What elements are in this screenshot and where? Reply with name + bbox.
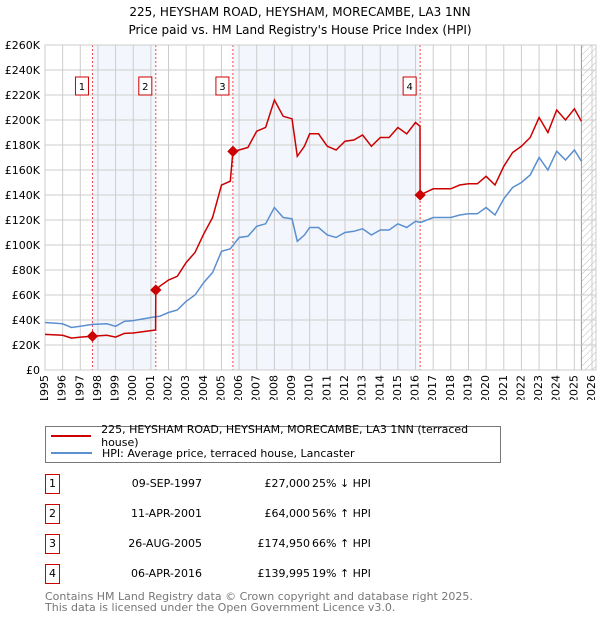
x-tick-label: 2003 — [179, 375, 192, 400]
sale-label-box — [215, 76, 230, 96]
x-tick-label: 2002 — [162, 375, 175, 400]
x-tick-label: 2021 — [497, 375, 510, 400]
shaded-band — [92, 45, 156, 370]
x-tick-label: 2007 — [250, 375, 263, 400]
x-tick-label: 1997 — [73, 375, 86, 400]
y-tick-label: £240K — [5, 64, 41, 77]
chart-legend: 225, HEYSHAM ROAD, HEYSHAM, MORECAMBE, L… — [45, 423, 501, 463]
hpi-line — [44, 148, 583, 329]
x-tick-label: 2010 — [303, 375, 316, 400]
legend-label-property: 225, HEYSHAM ROAD, HEYSHAM, MORECAMBE, L… — [101, 423, 469, 449]
x-tick-label: 2020 — [479, 375, 492, 400]
price-chart: 225, HEYSHAM ROAD, HEYSHAM, MORECAMBE, L… — [5, 5, 598, 400]
y-tick-label: £220K — [5, 89, 41, 102]
sale-number-badge: 1 — [45, 474, 60, 494]
sale-number-badge: 4 — [45, 564, 60, 584]
sale-price: £64,000 — [264, 507, 311, 520]
x-tick-label: 1998 — [91, 375, 104, 400]
x-tick-label: 2019 — [461, 375, 474, 400]
x-tick-label: 2006 — [232, 375, 245, 400]
sale-price: £27,000 — [264, 477, 311, 490]
sale-label: 2 — [142, 82, 148, 93]
x-tick-label: 2017 — [426, 375, 439, 400]
sale-price: £174,950 — [257, 537, 311, 550]
sale-row: 1 09-SEP-1997 £27,000 25% ↓ HPI — [45, 474, 445, 494]
x-tick-label: 1999 — [109, 375, 122, 400]
sale-label: 1 — [79, 82, 85, 93]
x-tick-label: 2011 — [320, 375, 333, 400]
x-tick-label: 2014 — [373, 375, 386, 400]
x-tick-label: 2018 — [444, 375, 457, 400]
sale-date: 06-APR-2016 — [130, 567, 202, 580]
sale-row: 3 26-AUG-2005 £174,950 66% ↑ HPI — [45, 534, 445, 554]
sale-marker — [414, 189, 426, 201]
x-tick-label: 2022 — [514, 375, 527, 400]
x-tick-label: 2023 — [532, 375, 545, 400]
sale-hpi-diff: 19% ↑ HPI — [312, 567, 371, 580]
property-price-line — [44, 98, 583, 339]
y-tick-label: £260K — [5, 39, 41, 52]
sale-label-box — [74, 76, 89, 96]
sale-label-box — [402, 76, 417, 96]
y-tick-label: £160K — [5, 164, 41, 177]
y-tick-label: £120K — [5, 214, 41, 227]
x-tick-label: 1995 — [38, 375, 51, 400]
sale-row: 2 11-APR-2001 £64,000 56% ↑ HPI — [45, 504, 445, 524]
y-tick-label: £200K — [5, 114, 41, 127]
sale-hpi-diff: 25% ↓ HPI — [312, 477, 371, 490]
y-tick-label: £60K — [12, 289, 41, 302]
sale-label-box — [138, 76, 153, 96]
y-tick-label: £180K — [5, 139, 41, 152]
x-tick-label: 2001 — [144, 375, 157, 400]
x-tick-label: 2026 — [585, 375, 598, 400]
plot-border — [44, 44, 597, 371]
sale-price: £139,995 — [257, 567, 311, 580]
sale-marker — [150, 284, 162, 296]
x-tick-label: 2025 — [567, 375, 580, 400]
sale-number-badge: 3 — [45, 534, 60, 554]
x-tick-label: 2016 — [409, 375, 422, 400]
sale-marker — [227, 145, 239, 157]
sale-row: 4 06-APR-2016 £139,995 19% ↑ HPI — [45, 564, 445, 584]
x-tick-label: 2013 — [356, 375, 369, 400]
shaded-band — [232, 45, 421, 370]
x-tick-label: 2000 — [126, 375, 139, 400]
y-tick-label: £140K — [5, 189, 41, 202]
footer-line-1: Contains HM Land Registry data © Crown c… — [45, 590, 473, 603]
x-tick-label: 1996 — [56, 375, 69, 400]
sale-number-badge: 2 — [45, 504, 60, 524]
x-tick-label: 2005 — [214, 375, 227, 400]
x-tick-label: 2024 — [550, 375, 563, 400]
y-tick-label: £0 — [26, 364, 40, 377]
y-tick-label: £40K — [12, 314, 41, 327]
y-tick-label: £80K — [12, 264, 41, 277]
sale-label: 3 — [219, 82, 225, 93]
sale-hpi-diff: 56% ↑ HPI — [312, 507, 371, 520]
legend-red-line — [51, 435, 92, 437]
x-tick-label: 2009 — [285, 375, 298, 400]
y-tick-label: £20K — [12, 339, 41, 352]
x-tick-label: 2004 — [197, 375, 210, 400]
x-tick-label: 2015 — [391, 375, 404, 400]
chart-subtitle: Price paid vs. HM Land Registry's House … — [128, 23, 471, 37]
y-tick-label: £100K — [5, 239, 41, 252]
x-tick-label: 2012 — [338, 375, 351, 400]
sale-hpi-diff: 66% ↑ HPI — [312, 537, 371, 550]
sale-date: 26-AUG-2005 — [128, 537, 202, 550]
sale-date: 09-SEP-1997 — [131, 477, 202, 490]
legend-blue-line — [51, 452, 92, 454]
sale-label: 4 — [406, 82, 412, 93]
forecast-hatch — [581, 45, 596, 370]
sale-date: 11-APR-2001 — [130, 507, 202, 520]
x-tick-label: 2008 — [267, 375, 280, 400]
legend-label-hpi: HPI: Average price, terraced house, Lanc… — [102, 446, 355, 460]
footer-line-2: This data is licensed under the Open Gov… — [45, 601, 396, 614]
chart-title: 225, HEYSHAM ROAD, HEYSHAM, MORECAMBE, L… — [129, 5, 470, 19]
